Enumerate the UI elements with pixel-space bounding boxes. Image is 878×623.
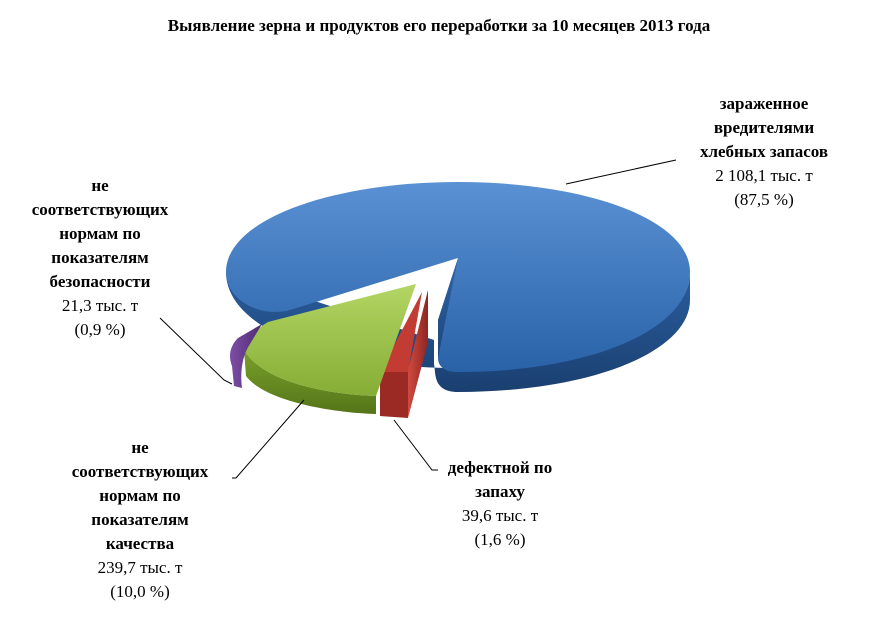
data-label-infested-value: 2 108,1 тыс. т [715, 166, 813, 185]
data-label-safety-name: не соответствующих нормам по показателям… [31, 176, 169, 291]
slice-infested [226, 182, 690, 392]
data-label-safety: не соответствующих нормам по показателям… [10, 174, 190, 342]
slice-safety-top [230, 324, 262, 388]
leader-line-defective [393, 419, 438, 471]
slice-quality-top [244, 284, 416, 396]
data-label-infested-name: зараженное вредителями хлебных запасов [699, 94, 829, 161]
slice-quality-side [244, 350, 376, 414]
data-label-safety-value: 21,3 тыс. т [61, 296, 139, 315]
slice-quality [244, 284, 416, 414]
slice-defective-smell-side [408, 290, 428, 418]
data-label-quality-name: не соответствующих нормам по показателям… [71, 438, 209, 553]
data-label-infested: зараженное вредителями хлебных запасов 2… [664, 92, 864, 212]
data-label-quality-value: 239,7 тыс. т [97, 558, 183, 577]
slice-safety [230, 324, 262, 388]
data-label-defective-smell: дефектной по запаху 39,6 тыс. т (1,6 %) [420, 456, 580, 552]
leader-line-safety [159, 317, 233, 385]
data-label-defective-smell-name: дефектной по запаху [447, 458, 553, 501]
data-label-quality: не соответствующих нормам по показателям… [50, 436, 230, 604]
data-label-defective-smell-percent: (1,6 %) [474, 530, 526, 549]
leader-line-quality [232, 399, 305, 479]
data-label-infested-percent: (87,5 %) [734, 190, 794, 209]
data-label-defective-smell-value: 39,6 тыс. т [461, 506, 539, 525]
slice-infested-top [226, 182, 690, 372]
data-label-quality-percent: (10,0 %) [110, 582, 170, 601]
leader-line-infested [565, 159, 677, 185]
data-label-safety-percent: (0,9 %) [74, 320, 126, 339]
chart-title: Выявление зерна и продуктов его перерабо… [167, 16, 711, 35]
slice-infested-side [226, 272, 690, 392]
